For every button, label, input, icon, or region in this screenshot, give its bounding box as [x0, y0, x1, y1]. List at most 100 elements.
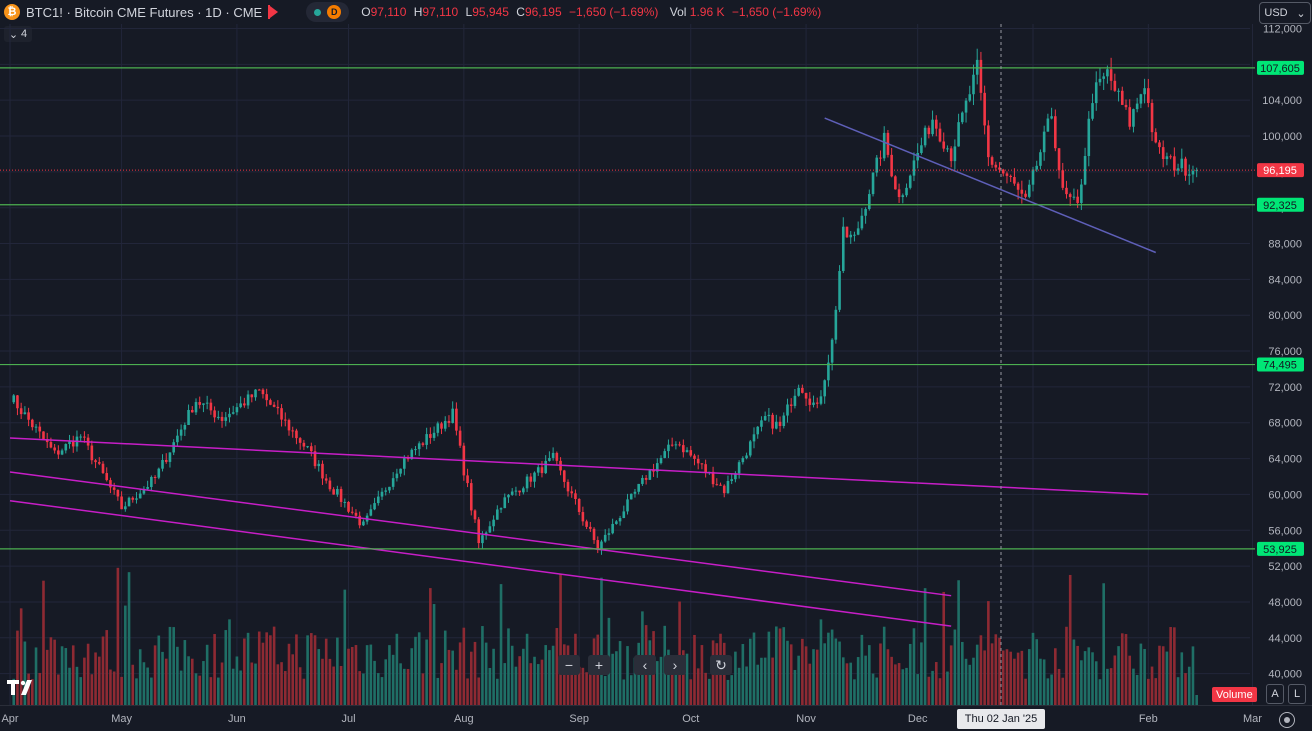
candle: [205, 402, 209, 404]
volume-bar: [94, 652, 97, 705]
volume-bar: [536, 664, 540, 705]
symbol-title[interactable]: BTC1! · Bitcoin CME Futures · 1D · CME: [26, 4, 263, 20]
price-tick-label: 48,000: [1268, 597, 1302, 609]
candle: [923, 127, 927, 146]
chevron-down-icon: ⌄: [1296, 7, 1306, 20]
volume-bar: [1173, 627, 1176, 705]
volume-bar: [1180, 652, 1184, 705]
indicator-toggle[interactable]: ⌄ 4: [4, 26, 32, 42]
volume-bar: [187, 656, 190, 705]
candle: [734, 473, 737, 480]
volume-bar: [369, 644, 373, 705]
volume-bar: [410, 648, 414, 705]
volume-bar: [57, 674, 60, 705]
volume-bar: [86, 643, 90, 705]
candle: [395, 473, 399, 479]
candle: [529, 476, 533, 482]
volume-bar: [1102, 583, 1105, 705]
volume-bar: [987, 601, 990, 705]
market-status[interactable]: D: [306, 2, 350, 22]
candle: [626, 499, 629, 512]
auto-scale-button[interactable]: A: [1266, 684, 1284, 704]
current-price-tag: [1257, 163, 1304, 178]
candle: [194, 402, 198, 413]
volume-bar: [600, 577, 603, 705]
volume-bar: [529, 663, 533, 705]
zoom-out-button[interactable]: −: [558, 655, 580, 675]
price-tick-label: 52,000: [1268, 561, 1302, 573]
volume-bar: [1135, 674, 1139, 705]
volume-bar: [815, 649, 819, 705]
volume-bar: [823, 643, 826, 705]
candle: [127, 497, 131, 507]
volume-bar: [964, 658, 968, 705]
candle: [1102, 76, 1105, 79]
volume-bar: [667, 649, 670, 705]
candle: [1191, 170, 1195, 175]
candle: [105, 473, 109, 481]
price-tick-label: 64,000: [1268, 454, 1302, 466]
volume-bar: [782, 627, 786, 705]
candle: [298, 438, 302, 443]
volume-bar: [417, 632, 421, 705]
scroll-left-button[interactable]: ‹: [634, 655, 656, 675]
candle: [801, 387, 804, 393]
volume-bar: [112, 671, 116, 705]
volume-bar: [90, 674, 94, 705]
candle: [775, 421, 778, 429]
volume-bar: [425, 639, 428, 705]
candle: [388, 486, 391, 491]
price-tick-label: 44,000: [1268, 633, 1302, 645]
candle: [615, 521, 618, 524]
candle: [291, 430, 295, 432]
volume-bar: [998, 637, 1001, 705]
volume-bar: [224, 630, 228, 705]
candle: [849, 234, 853, 238]
candle: [514, 490, 518, 492]
currency-label: USD: [1264, 7, 1288, 19]
candle: [961, 112, 964, 123]
volume-bar: [49, 637, 53, 705]
volume-bar: [388, 645, 391, 705]
candle: [1050, 116, 1053, 119]
candle: [469, 483, 473, 511]
flag-icon[interactable]: [268, 5, 279, 19]
reset-chart-button[interactable]: ↻: [710, 655, 732, 675]
settings-gear-icon[interactable]: [1279, 712, 1295, 728]
volume-series-label[interactable]: Volume: [1212, 687, 1257, 702]
candle: [693, 455, 696, 459]
candle: [283, 419, 287, 421]
candle: [1158, 142, 1161, 148]
candle: [853, 234, 856, 236]
candle: [481, 535, 484, 544]
volume-bar: [451, 650, 454, 705]
candle: [250, 394, 254, 398]
volume-bar: [793, 669, 797, 705]
candle: [42, 431, 45, 439]
scroll-right-button[interactable]: ›: [664, 655, 686, 675]
candle: [376, 496, 380, 504]
candle: [864, 209, 867, 216]
candle: [655, 463, 659, 472]
candle: [972, 74, 975, 95]
candle: [789, 404, 793, 406]
volume-bar: [812, 649, 815, 705]
volume-bar: [901, 669, 905, 705]
volume-bar: [213, 634, 216, 705]
currency-selector[interactable]: USD ⌄: [1259, 2, 1311, 24]
candle: [1087, 118, 1091, 157]
volume-bar: [34, 647, 38, 705]
candle: [767, 414, 771, 417]
volume-bar: [1005, 649, 1009, 705]
volume-bar: [1150, 666, 1154, 705]
log-scale-button[interactable]: L: [1288, 684, 1306, 704]
price-tick-label: 88,000: [1268, 239, 1302, 251]
volume-bar: [455, 669, 458, 705]
zoom-in-button[interactable]: +: [588, 655, 610, 675]
price-tick-label: 104,000: [1262, 95, 1302, 107]
tradingview-logo-icon[interactable]: [6, 677, 38, 697]
candle: [674, 444, 678, 446]
volume-bar: [1035, 639, 1039, 705]
price-tick-label: 112,000: [1263, 23, 1302, 35]
